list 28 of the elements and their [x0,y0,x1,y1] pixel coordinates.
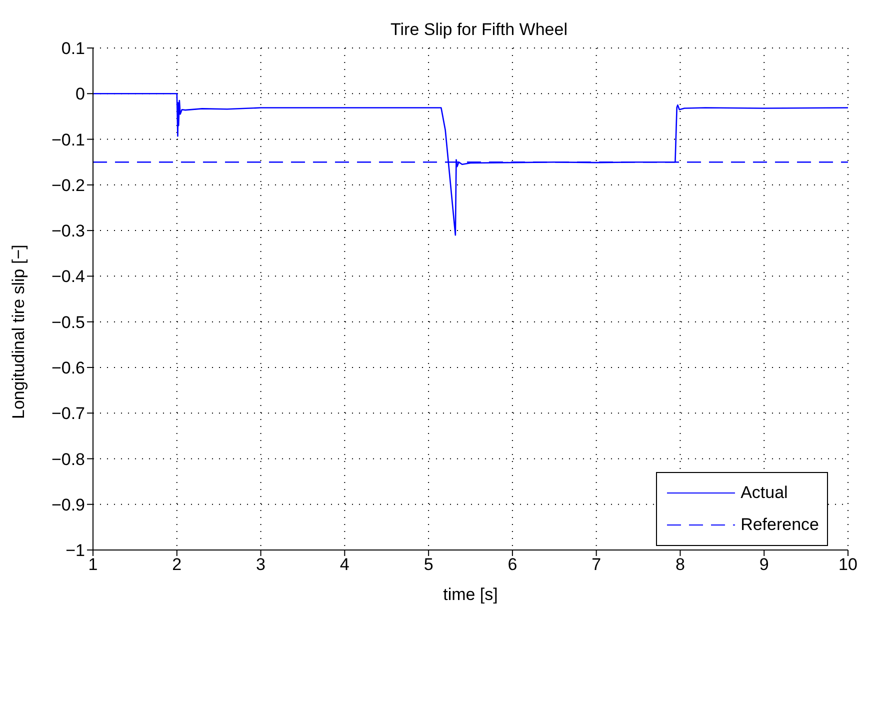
x-tick-label: 4 [340,555,350,574]
y-axis-title: Longitudinal tire slip [−] [9,244,28,419]
chart-title: Tire Slip for Fifth Wheel [390,20,568,40]
x-tick-label: 9 [759,555,769,574]
y-tick-label: −0.2 [51,176,85,195]
x-tick-label: 10 [838,555,858,574]
y-tick-label: −0.7 [51,404,85,424]
y-tick-label: −0.4 [51,267,85,286]
y-tick-label: 0.1 [61,39,85,58]
y-tick-label: −0.6 [51,358,85,378]
x-axis-title: time [s] [443,585,498,604]
y-tick-label: 0 [76,84,85,104]
x-tick-label: 7 [592,555,602,574]
y-tick-label: −1 [66,541,85,560]
legend-label: Reference [740,515,819,535]
x-tick-label: 5 [424,555,434,574]
x-tick-label: 3 [256,555,266,574]
line-series [93,92,848,236]
x-tick-label: 6 [508,555,518,574]
x-tick-label: 8 [675,555,685,574]
x-tick-label: 2 [172,555,182,574]
x-tick-label: 1 [88,555,98,574]
y-tick-label: −0.1 [51,130,85,150]
y-tick-label: −0.9 [51,495,85,514]
y-tick-label: −0.8 [51,450,85,469]
legend-label: Actual [740,483,788,503]
y-tick-label: −0.3 [51,222,85,241]
y-tick-label: −0.5 [51,312,85,332]
